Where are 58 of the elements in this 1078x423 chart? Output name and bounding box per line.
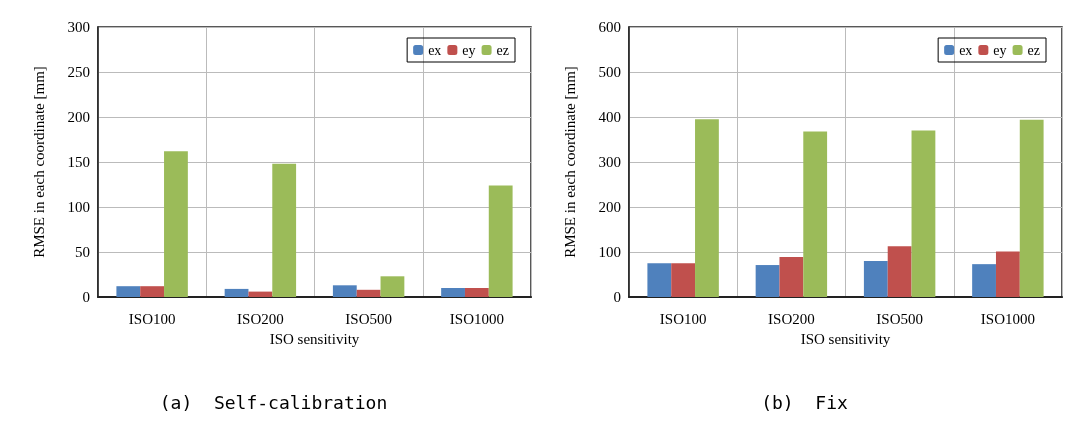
- x-tick-label: ISO100: [659, 310, 707, 327]
- bar: [887, 246, 912, 297]
- bar: [116, 286, 141, 297]
- legend-label: ez: [496, 42, 510, 58]
- bar: [755, 265, 780, 297]
- bar: [647, 263, 672, 297]
- text: (b) Fix: [761, 391, 849, 413]
- bar: [779, 256, 804, 297]
- y-tick-label: 250: [67, 64, 90, 80]
- bar: [464, 288, 489, 297]
- x-axis-title: ISO sensitivity: [269, 330, 360, 347]
- bar: [356, 289, 381, 297]
- bar: [863, 261, 888, 297]
- x-axis-title: ISO sensitivity: [800, 330, 891, 347]
- x-tick-label: ISO1000: [980, 310, 1035, 327]
- bar: [995, 251, 1020, 297]
- bar: [911, 130, 936, 297]
- x-tick-label: ISO500: [345, 310, 392, 327]
- x-tick-label: ISO1000: [449, 310, 504, 327]
- bar: [695, 119, 719, 297]
- bar: [248, 291, 273, 297]
- x-tick-label: ISO100: [128, 310, 176, 327]
- y-tick-label: 300: [598, 154, 621, 170]
- bar: [972, 264, 996, 297]
- y-tick-label: 400: [598, 109, 621, 125]
- legend-label: ey: [462, 42, 476, 58]
- y-tick-label: 300: [67, 19, 90, 35]
- bar: [224, 288, 249, 297]
- bar: [140, 286, 165, 297]
- bar: [488, 185, 513, 297]
- y-tick-label: 100: [67, 199, 90, 215]
- x-tick-label: ISO200: [237, 310, 284, 327]
- y-tick-label: 200: [598, 199, 621, 215]
- bar: [272, 163, 297, 297]
- legend-label: ex: [428, 42, 442, 58]
- y-axis-title: RMSE in each coordinate [mm]: [30, 66, 47, 258]
- bar: [671, 263, 696, 297]
- y-tick-label: 150: [67, 154, 90, 170]
- bar: [441, 288, 465, 297]
- y-tick-label: 200: [67, 109, 90, 125]
- legend-label: ey: [993, 42, 1007, 58]
- x-tick-label: ISO500: [876, 310, 923, 327]
- y-tick-label: 500: [598, 64, 621, 80]
- text: (a) Self-calibration: [159, 391, 388, 413]
- legend-label: ez: [1027, 42, 1041, 58]
- y-axis-title: RMSE in each coordinate [mm]: [561, 66, 578, 258]
- y-tick-label: 50: [75, 244, 90, 260]
- bar: [1019, 119, 1044, 297]
- y-tick-label: 0: [613, 289, 621, 305]
- bar: [164, 151, 188, 297]
- y-tick-label: 0: [82, 289, 90, 305]
- bar: [380, 276, 405, 297]
- y-tick-label: 600: [598, 19, 621, 35]
- y-tick-label: 100: [598, 244, 621, 260]
- bar: [803, 131, 828, 297]
- legend-label: ex: [959, 42, 973, 58]
- x-tick-label: ISO200: [768, 310, 815, 327]
- bar: [332, 285, 357, 297]
